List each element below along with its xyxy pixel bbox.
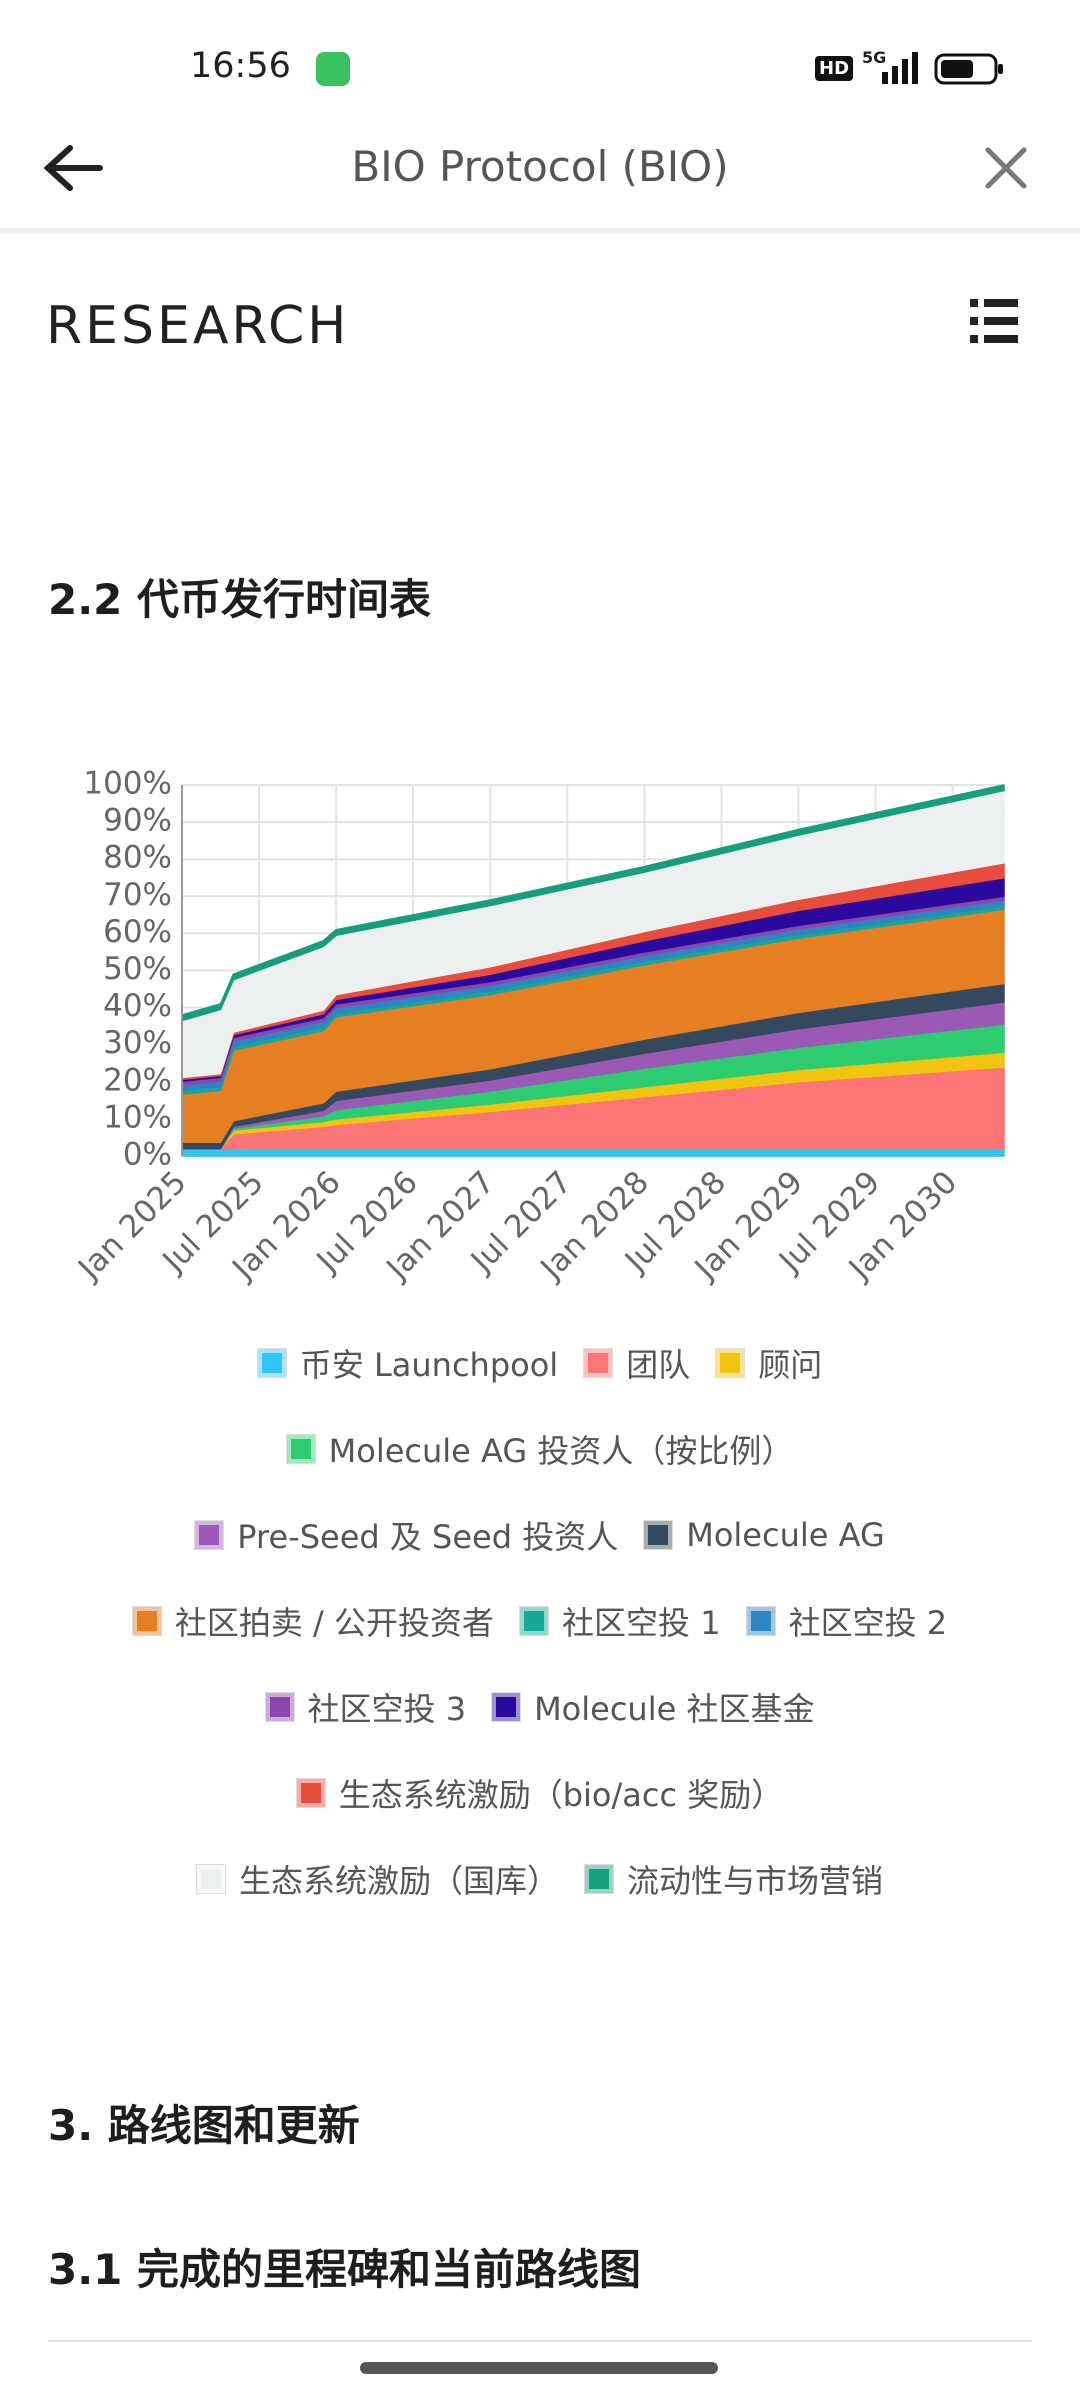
legend-item[interactable]: 团队 (583, 1340, 691, 1386)
y-tick-label: 10% (103, 1099, 172, 1135)
y-tick-label: 20% (103, 1062, 172, 1098)
section-title: 2.2 代币发行时间表 (48, 575, 432, 624)
legend-item[interactable]: 社区拍卖 / 公开投资者 (131, 1598, 495, 1644)
y-tick-label: 80% (103, 840, 172, 876)
legend-label: 社区空投 1 (562, 1604, 721, 1642)
legend-label: 流动性与市场营销 (627, 1862, 884, 1900)
legend-item[interactable]: 社区空投 2 (745, 1598, 948, 1644)
legend-swatch (195, 1864, 226, 1894)
menu-button[interactable] (968, 296, 1020, 346)
legend-swatch (583, 1348, 614, 1378)
y-tick-label: 40% (103, 988, 172, 1024)
legend-item[interactable]: 流动性与市场营销 (584, 1856, 884, 1902)
legend-item[interactable]: Molecule 社区基金 (491, 1684, 815, 1730)
legend-item[interactable]: 生态系统激励（国库） (195, 1856, 559, 1902)
legend-label: 生态系统激励（bio/acc 奖励） (338, 1776, 784, 1814)
network-icon: 5G (862, 48, 887, 67)
y-tick-label: 70% (103, 877, 172, 913)
legend-item[interactable]: 币安 Launchpool (256, 1340, 559, 1386)
y-tick-label: 60% (103, 914, 172, 950)
legend-label: 顾问 (758, 1346, 823, 1384)
legend-label: Molecule AG (686, 1516, 885, 1554)
area (181, 1147, 1005, 1157)
table-border (48, 2340, 1032, 2342)
legend-item[interactable]: Pre-Seed 及 Seed 投资人 (194, 1512, 619, 1558)
y-tick-label: 100% (83, 766, 172, 802)
legend-swatch (715, 1348, 746, 1378)
legend-item[interactable]: 社区空投 1 (519, 1598, 721, 1644)
legend-swatch (285, 1434, 316, 1464)
hd-icon: HD (815, 56, 854, 81)
legend-label: Molecule AG 投资人（按比例） (328, 1432, 794, 1470)
heading: 3.1 完成的里程碑和当前路线图 (48, 2245, 642, 2294)
brand: RESEARCH (46, 296, 350, 356)
heading: 3. 路线图和更新 (48, 2101, 360, 2150)
legend-label: 团队 (626, 1346, 691, 1384)
legend-item[interactable]: 生态系统激励（bio/acc 奖励） (295, 1770, 784, 1816)
legend-label: 社区空投 3 (307, 1690, 467, 1728)
close-button[interactable] (982, 144, 1030, 192)
y-tick-label: 30% (103, 1025, 172, 1061)
legend-swatch (295, 1778, 326, 1808)
legend: 币安 Launchpool 团队 顾问 Molecule AG 投资人（按比例） Pre… (40, 1340, 1040, 1902)
back-button[interactable] (42, 142, 104, 194)
battery-icon (934, 53, 1003, 85)
legend-item[interactable]: Molecule AG (643, 1512, 885, 1558)
header-divider (0, 228, 1080, 234)
legend-item[interactable]: 社区空投 3 (264, 1684, 467, 1730)
legend-swatch (745, 1606, 776, 1636)
legend-swatch (584, 1864, 614, 1894)
legend-swatch (519, 1606, 550, 1636)
legend-label: Molecule 社区基金 (534, 1690, 815, 1728)
legend-swatch (131, 1606, 162, 1636)
legend-swatch (256, 1348, 287, 1378)
legend-label: 社区拍卖 / 公开投资者 (174, 1604, 495, 1642)
chart: 0%10%20%30%40%50%60%70%80%90%100%Jan 202… (70, 766, 1005, 1288)
header-title: BIO Protocol (BIO) (351, 142, 729, 191)
legend-label: 生态系统激励（国库） (238, 1862, 559, 1900)
legend-swatch (491, 1692, 522, 1722)
area (181, 784, 1005, 1022)
y-tick-label: 90% (103, 803, 172, 839)
legend-label: 币安 Launchpool (299, 1346, 559, 1384)
legend-swatch (264, 1692, 295, 1722)
gesture-bar (360, 2362, 718, 2374)
y-tick-label: 50% (103, 951, 172, 987)
legend-label: Pre-Seed 及 Seed 投资人 (237, 1518, 619, 1556)
legend-swatch (194, 1520, 225, 1550)
legend-swatch (643, 1520, 674, 1550)
legend-item[interactable]: Molecule AG 投资人（按比例） (285, 1426, 794, 1472)
status-time: 16:56 (190, 46, 291, 86)
signal-icon (882, 52, 918, 84)
legend-item[interactable]: 顾问 (715, 1340, 823, 1386)
message-icon (316, 52, 350, 86)
y-tick-label: 0% (123, 1137, 172, 1173)
legend-label: 社区空投 2 (788, 1604, 948, 1642)
